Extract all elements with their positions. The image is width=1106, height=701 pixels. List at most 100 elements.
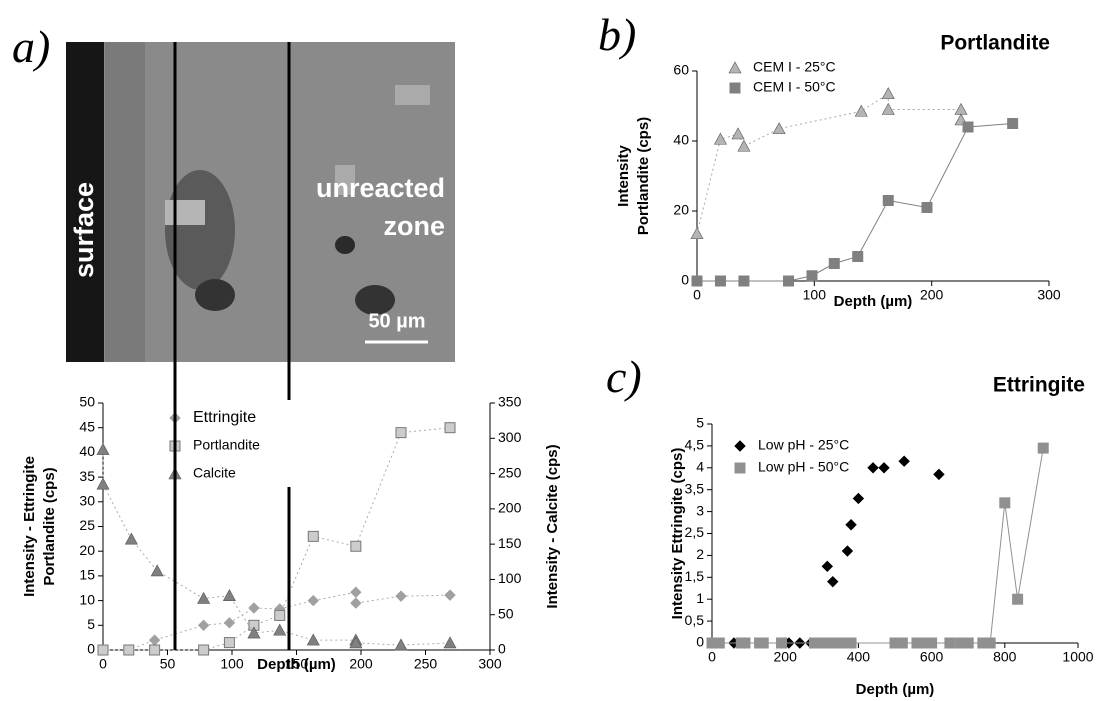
marker: [841, 545, 854, 557]
marker: [124, 532, 138, 545]
x-axis-label: Depth (µm): [257, 656, 336, 673]
y-tick-label: 30: [79, 493, 95, 509]
legend-label: Low pH - 50°C: [758, 459, 849, 475]
y-tick-label: 2: [696, 546, 704, 562]
marker: [878, 462, 890, 474]
marker: [395, 427, 407, 439]
y-tick-label: 40: [673, 132, 689, 148]
series-line: [103, 591, 451, 651]
y-axis-label: Intensity Ettringite (cps): [669, 448, 686, 620]
marker: [921, 202, 933, 213]
y-tick-label: 0,5: [685, 612, 705, 628]
marker: [349, 636, 363, 649]
x-tick-label: 200: [349, 656, 373, 672]
marker: [845, 637, 857, 649]
x-tick-label: 1000: [1062, 649, 1093, 665]
marker: [395, 590, 407, 602]
y2-tick-label: 200: [498, 500, 522, 516]
marker: [954, 102, 968, 115]
marker: [944, 637, 956, 649]
marker: [1012, 593, 1024, 605]
marker: [97, 644, 109, 656]
y-axis-label: Intensity: [615, 145, 632, 207]
marker: [867, 462, 879, 474]
marker: [273, 623, 287, 636]
marker: [713, 637, 725, 649]
marker: [306, 633, 320, 646]
y-tick-label: 5: [87, 616, 95, 632]
marker: [247, 626, 261, 639]
marker: [1007, 118, 1019, 129]
y-axis-label: Portlandite (cps): [41, 467, 58, 585]
marker: [757, 637, 769, 649]
x-tick-label: 250: [414, 656, 438, 672]
marker: [881, 87, 895, 100]
marker: [999, 497, 1011, 509]
marker: [223, 637, 235, 649]
marker: [898, 455, 910, 467]
y-axis-label: Intensity - Ettringite: [21, 456, 38, 597]
marker: [197, 591, 211, 604]
y2-tick-label: 100: [498, 570, 522, 586]
marker: [845, 519, 857, 531]
series-line: [103, 427, 451, 651]
marker: [739, 637, 751, 649]
y-tick-label: 0: [681, 272, 689, 288]
marker: [926, 637, 938, 649]
zone-label: unreacted: [316, 173, 445, 203]
y2-tick-label: 300: [498, 429, 522, 445]
x-tick-label: 800: [993, 649, 1017, 665]
y-tick-label: 3,5: [685, 480, 705, 496]
x-tick-label: 150: [285, 656, 309, 672]
y2-tick-label: 250: [498, 464, 522, 480]
marker: [197, 619, 210, 632]
marker: [827, 575, 839, 588]
marker: [933, 468, 945, 481]
x-tick-label: 0: [708, 649, 716, 665]
panel-label: c): [606, 351, 642, 402]
marker: [149, 644, 161, 656]
legend-label: Ettringite: [193, 409, 256, 426]
marker: [150, 564, 164, 577]
marker: [731, 127, 745, 140]
y-tick-label: 25: [79, 517, 95, 533]
x-tick-label: 0: [99, 656, 107, 672]
y-tick-label: 15: [79, 567, 95, 583]
y-axis-label: Portlandite (cps): [635, 117, 652, 235]
marker: [350, 586, 362, 598]
marker: [350, 540, 362, 552]
marker: [737, 139, 751, 152]
scale-bar-label: 50 µm: [368, 310, 425, 332]
marker: [962, 121, 974, 133]
marker: [274, 609, 286, 621]
y2-tick-label: 150: [498, 535, 522, 551]
legend-marker: [729, 82, 741, 94]
legend-marker: [728, 61, 742, 74]
y2-tick-label: 50: [498, 605, 514, 621]
series-line: [712, 448, 1044, 644]
marker: [772, 122, 786, 135]
micrograph: surface unreacted zone 50 µm: [66, 42, 455, 362]
marker: [828, 258, 840, 269]
marker: [714, 275, 726, 287]
x-tick-label: 200: [920, 287, 944, 303]
marker: [198, 644, 210, 656]
y-tick-label: 45: [79, 418, 95, 434]
x-tick-label: 200: [774, 649, 798, 665]
y-tick-label: 10: [79, 591, 95, 607]
legend-marker: [734, 462, 746, 474]
marker: [821, 560, 833, 573]
marker: [444, 589, 456, 601]
legend-label: CEM I - 25°C: [753, 59, 836, 75]
y-tick-label: 1,5: [685, 568, 705, 584]
surface-label: surface: [69, 182, 99, 278]
x-tick-label: 600: [920, 649, 944, 665]
zone-label: zone: [383, 211, 445, 241]
marker: [881, 102, 895, 115]
x-tick-label: 100: [803, 287, 827, 303]
marker: [307, 530, 319, 542]
legend-label: Portlandite: [193, 437, 260, 453]
marker: [123, 644, 135, 656]
y-tick-label: 4,5: [685, 437, 705, 453]
